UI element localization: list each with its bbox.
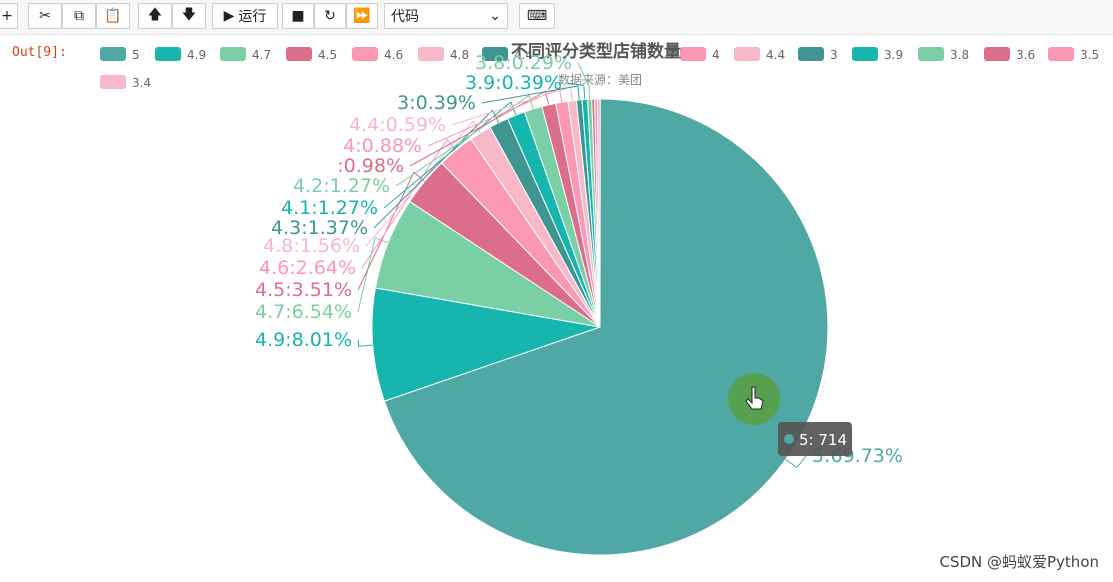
legend-label: 4.4 [514, 48, 533, 62]
label-leader-line [481, 85, 580, 104]
slice-label: 4.7:6.54% [255, 301, 352, 323]
slice-label: :0.98% [337, 155, 404, 177]
label-leader-line [785, 455, 807, 469]
slice-label: 4.8:1.56% [263, 235, 360, 257]
cell-type-value: 代码 [391, 9, 419, 25]
slice-label: 3.8:0.29% [475, 52, 572, 74]
slice-label: 4:0.88% [343, 135, 422, 157]
run-label: 运行 [238, 9, 267, 25]
copy-icon: ⧉ [74, 8, 84, 24]
label-leader-line [451, 86, 573, 126]
slice-label: 4.6:2.64% [259, 257, 356, 279]
cut-button[interactable]: ✂ [28, 3, 62, 29]
restart-run-all-icon: ⏩ [353, 8, 371, 24]
label-leader-line [383, 101, 517, 209]
label-leader-line [395, 94, 534, 187]
insert-cell-icon: + [1, 8, 13, 24]
slice-label: 4.2:1.27% [293, 175, 390, 197]
legend-label: 4.9 [187, 48, 206, 62]
legend-swatch [798, 47, 824, 61]
label-leader-line [427, 87, 563, 147]
slice-label: 3.9:0.39% [465, 72, 562, 94]
slice-label: 4.1:1.27% [281, 197, 378, 219]
legend-label: 4.8 [450, 48, 469, 62]
legend-swatch [100, 47, 126, 61]
legend-swatch [680, 47, 706, 61]
insert-cell-button[interactable]: + [0, 3, 18, 29]
label-leader-line [361, 138, 457, 269]
pie-slice [596, 98, 601, 328]
legend-swatch [286, 47, 312, 61]
legend-swatch [984, 47, 1010, 61]
legend-label: 4 [712, 48, 720, 62]
stop-icon: ■ [291, 8, 305, 24]
legend-label: 4.6 [384, 48, 403, 62]
legend-label: 3.4 [132, 76, 151, 90]
keyboard-shortcuts-button[interactable]: ⌨ [519, 3, 555, 29]
chart-title: 不同评分类型店铺数量 [511, 41, 681, 62]
copy-button[interactable]: ⧉ [62, 3, 96, 29]
legend-swatch [734, 47, 760, 61]
legend-label: 3.6 [1016, 48, 1035, 62]
legend-label: 4.4 [766, 48, 785, 62]
paste-icon: 📋 [104, 8, 122, 24]
legend-label: 3.5 [1080, 48, 1099, 62]
keyboard-icon: ⌨ [526, 8, 548, 24]
cut-icon: ✂ [39, 8, 51, 24]
pie-chart: 5 4.9 4.7 4.5 4.6 4.8 4.4 4 4.4 3 3.9 3.8 3.6 3.5 3.4 不… [100, 41, 1099, 556]
paste-button[interactable]: 📋 [96, 3, 130, 29]
slice-label: 3:0.39% [397, 92, 476, 114]
legend-swatch [100, 75, 126, 89]
run-button[interactable]: ▶ 运行 [212, 3, 278, 29]
slice-label: 4.4:0.59% [349, 114, 446, 136]
move-up-button[interactable]: 🡅 [138, 3, 172, 29]
output-prompt: Out[9]: [12, 45, 67, 60]
legend-swatch [918, 47, 944, 61]
legend-label: 5 [132, 48, 140, 62]
label-leader-line [357, 339, 373, 347]
slice-label: 4.9:8.01% [255, 329, 352, 351]
label-leader-line [409, 90, 550, 167]
legend-swatch [155, 47, 181, 61]
legend-label: 4.5 [318, 48, 337, 62]
legend-label: 3.9 [884, 48, 903, 62]
legend-swatch [482, 47, 508, 61]
label-leader-line [567, 82, 586, 100]
watermark: CSDN @蚂蚁爱Python [939, 553, 1099, 571]
tooltip-text: 5: 714 [799, 431, 847, 449]
legend-swatch [1048, 47, 1074, 61]
pie-slice [371, 287, 601, 402]
legend-swatch [220, 47, 246, 61]
chevron-down-icon: ⌄ [489, 8, 501, 24]
move-down-button[interactable]: 🡇 [172, 3, 206, 29]
cell-type-select[interactable]: 代码 ⌄ [384, 3, 508, 29]
slice-label: 4.3:1.37% [271, 217, 368, 239]
tooltip-box [778, 422, 852, 456]
label-leader-line [577, 62, 591, 100]
legend-label: 4.7 [252, 48, 271, 62]
tooltip-marker [784, 434, 794, 444]
legend-label: 3.8 [950, 48, 969, 62]
restart-run-all-button[interactable]: ⏩ [346, 3, 378, 29]
legend-swatch [418, 47, 444, 61]
legend-swatch [852, 47, 878, 61]
hand-cursor-icon [745, 386, 764, 410]
restart-icon: ↻ [324, 8, 336, 24]
stop-button[interactable]: ■ [282, 3, 314, 29]
move-down-icon: 🡇 [181, 7, 197, 23]
legend-label: 3 [830, 48, 838, 62]
chart-subtitle: 数据来源：美团 [558, 72, 642, 87]
move-up-icon: 🡅 [147, 7, 163, 23]
label-leader-line [357, 237, 389, 313]
legend-swatch [352, 47, 378, 61]
slice-label: 4.5:3.51% [255, 279, 352, 301]
restart-button[interactable]: ↻ [314, 3, 346, 29]
play-icon: ▶ [223, 8, 235, 24]
